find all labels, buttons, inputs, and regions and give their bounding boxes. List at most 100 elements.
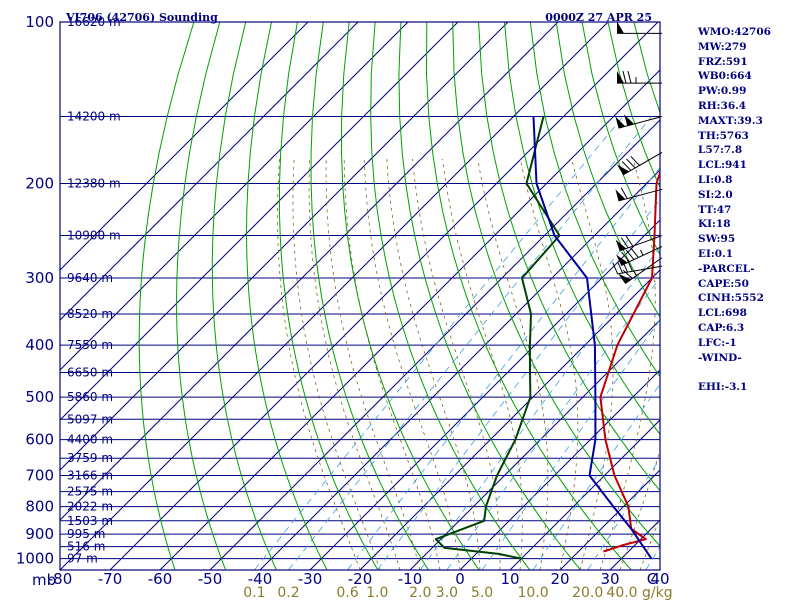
wind-barb: [615, 235, 663, 252]
dry-adiabat: [340, 22, 480, 570]
dry-adiabat: [176, 22, 227, 570]
index-item: [698, 365, 771, 380]
dewpoint-trace: [434, 116, 561, 560]
isotherm: [459, 369, 660, 570]
chart-title: VI706 (42706) Sounding: [65, 11, 218, 24]
height-label: 2022 m: [67, 500, 113, 514]
temperature-unit-label: C: [647, 570, 657, 588]
index-item: SI:2.0: [698, 188, 733, 201]
mixing-ratio-label: 0.6: [336, 585, 358, 600]
temperature-tick-label: 30: [600, 570, 619, 588]
pressure-tick-label: 100: [25, 13, 54, 31]
height-label: 97 m: [67, 552, 98, 566]
isotherm: [60, 22, 509, 471]
plot-frame: [59, 21, 661, 571]
temperature-tick-label: 0: [455, 570, 465, 588]
isotherm: [409, 319, 660, 570]
moist-adiabat: [363, 158, 461, 570]
dry-adiabat: [138, 22, 195, 570]
index-item: LCL:698: [698, 307, 747, 320]
isotherm: [259, 169, 660, 570]
dry-adiabat: [529, 22, 660, 378]
temperature-tick-label: -30: [298, 570, 323, 588]
index-item: MW:279: [698, 40, 747, 53]
pressure-tick-label: 800: [25, 498, 54, 516]
wind-barb: [618, 257, 663, 284]
dry-adiabat: [398, 22, 581, 570]
sounding-time: 0000Z 27 APR 25: [545, 11, 652, 24]
pressure-tick-label: 600: [25, 431, 54, 449]
index-item: TH:5763: [698, 129, 749, 142]
index-item: WB0:664: [698, 70, 752, 83]
dry-adiabat: [425, 22, 632, 570]
height-label: 2575 m: [67, 485, 113, 499]
height-label: 4400 m: [67, 433, 113, 447]
index-item: SW:95: [698, 233, 736, 246]
pressure-tick-label: 300: [25, 269, 54, 287]
isotherm: [159, 69, 660, 570]
index-item: -PARCEL-: [698, 262, 755, 275]
temperature-tick-label: 20: [550, 570, 569, 588]
moist-adiabat: [325, 159, 421, 570]
height-label: 9640 m: [67, 271, 113, 285]
index-item: CAPE:50: [698, 277, 749, 290]
wind-barbs: [612, 21, 663, 284]
height-label: 995 m: [67, 527, 105, 541]
moist-adiabat: [442, 158, 523, 570]
isotherm: [359, 269, 660, 570]
mixing-ratio-line: [587, 457, 660, 570]
dry-adiabat: [245, 22, 328, 570]
pressure-tick-label: 400: [25, 336, 54, 354]
temperature-tick-label: -80: [48, 570, 73, 588]
mixing-ratio-line: [254, 116, 624, 570]
index-item: -WIND-: [698, 351, 742, 364]
mixing-ratio-line: [288, 116, 652, 570]
temperature-tick-label: -40: [248, 570, 273, 588]
mixing-ratio-label: 2.0: [409, 585, 431, 600]
chart-grid: [59, 21, 661, 571]
height-label: 5097 m: [67, 412, 113, 426]
mixing-ratio-line: [532, 383, 660, 570]
moist-adiabat: [571, 158, 614, 570]
moist-adiabat: [619, 449, 660, 570]
temperature-trace: [599, 169, 660, 553]
height-label: 14200 m: [67, 109, 121, 123]
height-label: 5860 m: [67, 390, 113, 404]
temperature-tick-label: -10: [398, 570, 423, 588]
pressure-tick-label: 500: [25, 388, 54, 406]
mixing-ratio-label: 0.2: [277, 585, 299, 600]
stability-indices: WMO:42706 MW:279 FRZ:591 WB0:664 PW:0.99 RH:3…: [698, 25, 771, 395]
moist-adiabat: [599, 158, 656, 570]
mixing-ratio-line: [376, 198, 660, 570]
index-item: WMO:42706: [698, 26, 771, 38]
isotherm: [60, 22, 309, 271]
index-item: RH:36.4: [698, 99, 747, 112]
moist-adiabat: [343, 158, 441, 570]
mixing-ratio-line: [347, 166, 660, 570]
dry-adiabat: [211, 22, 277, 570]
dry-adiabat: [478, 22, 660, 492]
mixing-ratio-label: 0.1: [243, 585, 265, 600]
temperature-tick-label: 40: [650, 570, 669, 588]
moist-adiabat: [386, 158, 481, 570]
height-label: 1503 m: [67, 514, 113, 528]
isotherm: [60, 22, 459, 421]
mixing-ratio-label: 3.0: [436, 585, 458, 600]
moist-adiabat: [519, 158, 579, 570]
mixing-ratio-label: 5.0: [471, 585, 493, 600]
index-item: TT:47: [698, 203, 732, 216]
wind-barb: [617, 21, 662, 34]
moist-adiabat: [292, 158, 381, 570]
temperature-tick-label: -50: [198, 570, 223, 588]
index-item: FRZ:591: [698, 55, 748, 68]
wind-barb: [617, 71, 662, 84]
temperature-tick-label: 10: [500, 570, 519, 588]
height-label: 8520 m: [67, 307, 113, 321]
mixing-ratio-label: 40.0: [606, 585, 637, 600]
index-item: CINH:5552: [698, 292, 764, 305]
index-item: LFC:-1: [698, 336, 737, 349]
index-item: LI:0.8: [698, 173, 733, 186]
dry-adiabat: [278, 22, 379, 570]
